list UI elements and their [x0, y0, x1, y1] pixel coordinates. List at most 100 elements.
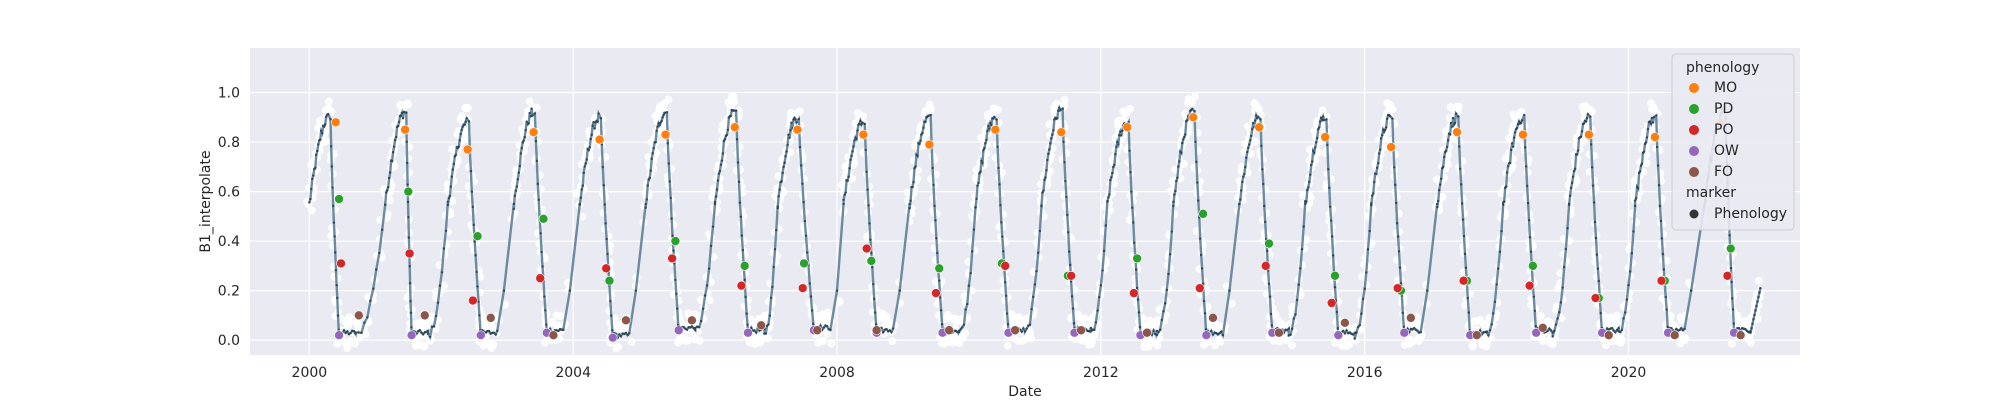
raw-point [1407, 336, 1416, 345]
legend-entries: MO PD PO OW FO [1689, 80, 1739, 180]
y-tick-label: 0.2 [218, 284, 240, 300]
series-point [976, 184, 979, 187]
series-point [866, 188, 869, 191]
series-point [1597, 279, 1601, 283]
phenology-markers [330, 112, 1746, 343]
series-point [1436, 205, 1439, 209]
pheno-point-fo [1406, 313, 1416, 323]
series-point [850, 154, 853, 158]
series-point [601, 165, 604, 169]
series-point [1516, 123, 1520, 126]
series-point [1662, 268, 1666, 271]
series-point [829, 328, 832, 332]
pheno-point-fo [1076, 325, 1086, 336]
series-point [336, 314, 340, 317]
pheno-point-pd [1132, 253, 1142, 264]
series-point [634, 289, 638, 292]
series-point [1457, 115, 1460, 118]
series-point [1505, 171, 1509, 174]
series-point [810, 309, 814, 312]
series-point [1116, 140, 1119, 144]
series-point [326, 112, 330, 116]
series-point [1586, 113, 1590, 116]
series-point [1579, 135, 1583, 139]
series-point [1419, 330, 1422, 334]
series-point [1652, 115, 1656, 119]
pheno-point-po [1129, 288, 1139, 298]
series-point [1656, 164, 1660, 167]
series-point [861, 121, 864, 124]
raw-point [1003, 341, 1012, 350]
series-point [936, 251, 939, 255]
series-point [1558, 311, 1561, 314]
series-point [580, 188, 583, 191]
series-point [1181, 141, 1184, 145]
series-point [860, 123, 863, 126]
raw-point [343, 343, 352, 352]
series-point [496, 329, 499, 333]
series-point [1593, 220, 1597, 224]
series-point [1243, 172, 1246, 176]
legend-marker-fo [1689, 167, 1699, 177]
series-point [1436, 202, 1439, 206]
series-point [741, 248, 744, 252]
series-point [1102, 249, 1106, 253]
raw-point [1388, 105, 1397, 114]
series-point [703, 294, 707, 297]
raw-point [1276, 319, 1285, 328]
pheno-point-mo [990, 124, 1001, 135]
series-point [977, 181, 980, 185]
series-point [874, 323, 878, 326]
legend-marker-ow [1689, 146, 1699, 156]
series-point [721, 152, 725, 155]
raw-point [1536, 311, 1545, 320]
series-point [1333, 285, 1337, 289]
pheno-point-ow [1399, 327, 1410, 338]
series-point [392, 145, 396, 148]
series-point [582, 171, 585, 175]
series-point [996, 145, 999, 148]
series-point [1426, 289, 1429, 292]
series-point [1678, 328, 1681, 332]
series-point [786, 143, 789, 147]
pheno-point-fo [1274, 327, 1284, 338]
series-point [320, 129, 323, 133]
series-point [1655, 145, 1659, 149]
series-point [1304, 202, 1307, 205]
raw-point [771, 192, 780, 201]
series-point [1395, 221, 1399, 225]
series-point [869, 238, 872, 241]
series-point [707, 267, 711, 270]
series-point [1399, 282, 1403, 285]
series-point [801, 182, 804, 185]
series-point [870, 251, 873, 255]
series-point [694, 326, 697, 330]
raw-point [1179, 159, 1188, 168]
series-point [1119, 130, 1122, 134]
series-point [995, 118, 998, 121]
series-point [908, 207, 911, 210]
pheno-point-fo [1735, 330, 1746, 340]
series-point [739, 215, 743, 218]
pheno-point-fo [1669, 330, 1680, 340]
series-point [1110, 176, 1113, 179]
series-point [1438, 188, 1441, 192]
series-point [1757, 295, 1760, 299]
raw-point [324, 97, 333, 106]
series-point [645, 198, 648, 201]
series-point [1096, 309, 1099, 312]
series-point [471, 205, 474, 209]
pheno-point-mo [1452, 127, 1462, 137]
raw-point [786, 148, 795, 157]
series-point [605, 237, 608, 241]
pheno-point-fo [944, 325, 954, 336]
series-point [460, 128, 463, 131]
series-point [1196, 181, 1199, 184]
series-point [438, 284, 442, 287]
raw-point [848, 174, 857, 183]
series-point [1218, 332, 1221, 335]
pheno-point-pd [1330, 270, 1340, 281]
series-point [855, 137, 858, 141]
pheno-point-ow [1201, 330, 1212, 340]
pheno-point-po [535, 273, 546, 284]
